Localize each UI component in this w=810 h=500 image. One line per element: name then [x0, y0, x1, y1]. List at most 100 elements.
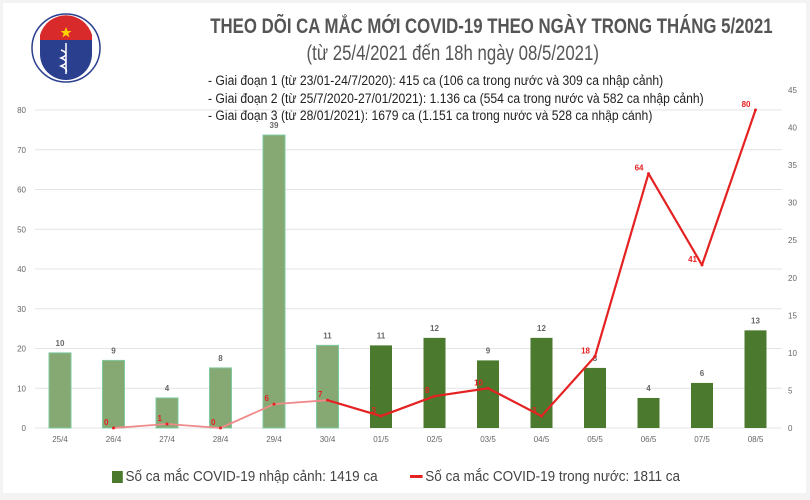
phase-note: - Giai đoạn 2 (từ 25/7/2020-27/01/2021):… — [208, 90, 704, 106]
bar — [530, 337, 553, 428]
line-value-label: 8 — [425, 386, 430, 395]
line-point — [165, 422, 169, 426]
x-axis-tick: 03/5 — [480, 435, 496, 444]
x-axis-tick: 04/5 — [534, 435, 550, 444]
line-segment — [166, 423, 221, 429]
x-axis-tick: 08/5 — [748, 435, 764, 444]
x-axis-tick: 30/4 — [320, 435, 336, 444]
line-point — [754, 108, 757, 112]
chart-card — [3, 3, 806, 493]
right-axis-tick: 0 — [788, 424, 793, 433]
line-segment — [540, 355, 596, 417]
x-axis-tick: 26/4 — [106, 435, 122, 444]
line-segment — [327, 399, 382, 418]
bar — [584, 367, 606, 428]
line-point — [219, 426, 222, 430]
bar-value-label: 8 — [218, 354, 223, 363]
line-segment — [220, 403, 275, 429]
left-axis-tick: 10 — [17, 384, 26, 393]
line-segment — [487, 387, 543, 418]
bar-value-label: 9 — [486, 346, 491, 355]
bar — [637, 397, 660, 428]
bar — [744, 330, 767, 428]
bar-value-label: 6 — [700, 369, 705, 378]
line-value-label: 18 — [581, 346, 590, 355]
bar-value-label: 11 — [323, 331, 332, 340]
right-axis-tick: 10 — [788, 349, 797, 358]
legend-label: Số ca mắc COVID-19 nhập cảnh: 1419 ca — [125, 468, 378, 485]
x-axis-tick: 27/4 — [159, 435, 175, 444]
bar — [262, 134, 286, 429]
left-axis-tick: 60 — [17, 186, 26, 195]
bar-value-label: 9 — [111, 346, 116, 355]
bar-value-label: 4 — [165, 384, 170, 393]
chart-title-row: THEO DÕI CA MẮC MỚI COVID-19 THEO NGÀY T… — [140, 14, 772, 39]
bar-value-label: 13 — [751, 316, 760, 325]
ministry-of-health-logo — [31, 13, 101, 83]
line-segment — [593, 173, 650, 357]
left-axis-tick: 20 — [17, 345, 26, 354]
x-axis-tick: 01/5 — [373, 435, 389, 444]
x-axis-tick: 06/5 — [641, 435, 657, 444]
x-axis-tick: 07/5 — [694, 435, 710, 444]
line-value-label: 41 — [688, 255, 697, 264]
left-axis-tick: 80 — [17, 106, 26, 115]
right-axis-tick: 40 — [788, 124, 797, 133]
line-point — [326, 398, 329, 402]
right-axis-tick: 45 — [788, 86, 797, 95]
left-axis-tick: 0 — [22, 424, 27, 433]
line-value-label: 3 — [532, 406, 537, 415]
left-axis-tick: 30 — [17, 305, 26, 314]
line-segment — [113, 423, 168, 429]
line-segment — [434, 387, 489, 398]
line-value-label: 64 — [635, 164, 644, 173]
line-point — [486, 386, 490, 390]
line-value-label: 1 — [158, 414, 163, 423]
line-value-label: 0 — [104, 418, 109, 427]
x-axis-tick: 25/4 — [52, 435, 68, 444]
line-segment — [647, 173, 703, 266]
phase-note: - Giai đoạn 3 (từ 28/01/2021): 1679 ca (… — [208, 108, 653, 123]
chart-subtitle: (từ 25/4/2021 đến 18h ngày 08/5/2021) — [306, 42, 599, 65]
line-value-label: 10 — [474, 378, 483, 387]
legend-bar-swatch — [112, 470, 123, 483]
line-value-label: 0 — [211, 418, 216, 427]
legend-item-imported: Số ca mắc COVID-19 nhập cảnh: 1419 ca — [112, 468, 378, 485]
right-axis-tick: 20 — [788, 274, 797, 283]
line-value-label: 6 — [265, 394, 270, 403]
line-point — [593, 354, 597, 358]
line-point — [272, 402, 276, 406]
x-axis-tick: 29/4 — [266, 435, 282, 444]
phase-note: - Giai đoạn 1 (từ 23/01-24/7/2020): 415 … — [208, 73, 664, 88]
bar-value-label: 11 — [377, 331, 386, 340]
line-segment — [700, 109, 757, 266]
phase-notes: - Giai đoạn 1 (từ 23/01-24/7/2020): 415 … — [208, 72, 704, 125]
line-segment — [380, 395, 435, 418]
left-axis-tick: 70 — [17, 146, 26, 155]
legend-label: Số ca mắc COVID-19 trong nước: 1811 ca — [425, 468, 681, 485]
bar-value-label: 12 — [430, 324, 439, 333]
bar-value-label: 8 — [593, 354, 598, 363]
x-axis-tick: 05/5 — [587, 435, 603, 444]
right-axis-tick: 15 — [788, 311, 797, 320]
bar — [48, 352, 72, 429]
line-point — [647, 172, 650, 176]
bar-value-label: 39 — [270, 121, 279, 130]
line-value-label: 80 — [742, 100, 751, 109]
bar — [691, 382, 713, 428]
x-axis-tick: 28/4 — [213, 435, 229, 444]
bar — [316, 344, 339, 429]
bar — [370, 345, 392, 428]
x-axis-tick: 02/5 — [427, 435, 443, 444]
right-axis-tick: 5 — [788, 386, 793, 395]
left-axis-tick: 50 — [17, 225, 26, 234]
right-axis-tick: 35 — [788, 161, 797, 170]
line-value-label: 3 — [372, 406, 377, 415]
legend-line-swatch — [410, 475, 423, 478]
chart-title: THEO DÕI CA MẮC MỚI COVID-19 THEO NGÀY T… — [210, 15, 773, 38]
line-point — [700, 263, 704, 267]
line-point — [112, 426, 115, 430]
legend-item-domestic: Số ca mắc COVID-19 trong nước: 1811 ca — [410, 468, 680, 485]
right-axis-tick: 25 — [788, 236, 797, 245]
